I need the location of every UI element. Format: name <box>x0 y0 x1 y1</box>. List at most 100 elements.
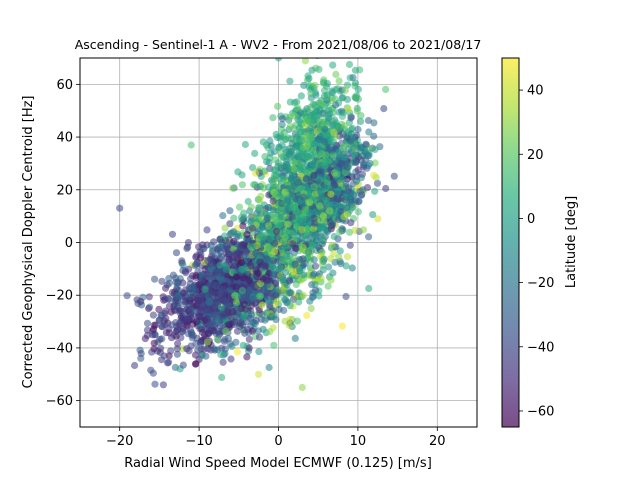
data-point <box>346 228 354 236</box>
data-point <box>279 275 287 283</box>
data-point <box>340 122 349 130</box>
data-point <box>343 95 352 104</box>
data-point <box>186 293 194 301</box>
y-tick-label: −60 <box>46 394 73 409</box>
data-point <box>143 319 152 327</box>
data-point <box>331 181 339 189</box>
data-point <box>321 138 329 146</box>
data-point <box>168 321 176 329</box>
data-point <box>232 283 240 291</box>
data-point <box>370 171 378 179</box>
data-point <box>354 85 362 93</box>
data-point <box>207 260 215 268</box>
data-point <box>218 373 226 382</box>
data-point <box>329 269 337 277</box>
data-point <box>280 163 288 171</box>
data-point <box>324 282 332 290</box>
colorbar-tick-label: 20 <box>527 148 544 163</box>
data-point <box>194 296 202 304</box>
data-point <box>345 18 352 25</box>
data-point <box>343 253 352 261</box>
data-point <box>268 313 276 321</box>
data-point <box>352 94 360 102</box>
data-point <box>332 119 340 127</box>
data-point <box>266 328 274 336</box>
data-point <box>310 256 318 264</box>
data-point <box>311 230 319 238</box>
data-point <box>351 79 359 87</box>
data-point <box>215 317 223 325</box>
data-point <box>173 350 181 358</box>
data-point <box>336 228 344 236</box>
data-point <box>290 204 298 212</box>
data-point <box>274 58 283 62</box>
data-point <box>294 153 302 161</box>
data-point <box>149 369 157 377</box>
data-point <box>229 308 237 316</box>
data-point <box>307 90 315 98</box>
data-point <box>327 190 335 198</box>
x-tick-label: −10 <box>185 434 212 449</box>
data-point <box>354 198 363 206</box>
data-point <box>269 178 277 186</box>
data-point <box>162 284 170 292</box>
data-point <box>137 349 145 358</box>
data-point <box>171 307 179 315</box>
data-point <box>341 86 349 95</box>
data-point <box>179 266 187 275</box>
data-point <box>357 147 365 155</box>
data-point <box>328 242 336 250</box>
data-point <box>212 282 220 290</box>
data-point <box>357 112 365 120</box>
data-point <box>265 363 273 372</box>
data-point <box>326 207 334 215</box>
data-point <box>374 215 382 223</box>
data-point <box>238 181 246 189</box>
data-point <box>316 202 324 210</box>
data-point <box>312 286 320 294</box>
data-point <box>207 327 215 335</box>
data-point <box>276 263 284 272</box>
data-point <box>185 284 193 292</box>
data-point <box>326 110 334 118</box>
data-point <box>330 129 338 137</box>
data-point <box>243 231 251 239</box>
data-point <box>263 255 271 263</box>
data-point <box>255 370 263 378</box>
data-point <box>272 190 280 198</box>
data-point <box>357 117 365 125</box>
data-point <box>299 149 307 157</box>
x-tick-label: 10 <box>350 434 367 449</box>
data-point <box>191 360 200 368</box>
data-points <box>116 18 398 392</box>
data-point <box>315 65 323 73</box>
data-point <box>256 258 264 266</box>
data-point <box>311 281 319 289</box>
y-tick-label: 0 <box>65 236 73 251</box>
data-point <box>220 232 229 240</box>
data-point <box>335 124 343 132</box>
data-point <box>307 134 315 142</box>
colorbar-ticks: −60 −40 −20 0 20 40 <box>519 84 554 419</box>
data-point <box>164 359 172 367</box>
data-point <box>279 175 287 183</box>
data-point <box>344 105 352 113</box>
data-point <box>134 299 142 308</box>
data-point <box>230 238 238 246</box>
data-point <box>230 214 238 222</box>
data-point <box>338 322 346 330</box>
y-tick-label: 20 <box>56 183 73 198</box>
data-point <box>340 153 348 161</box>
data-point <box>188 334 196 342</box>
data-point <box>337 260 345 268</box>
data-point <box>251 283 259 291</box>
data-point <box>308 66 316 74</box>
data-point <box>269 270 278 278</box>
data-point <box>278 246 286 254</box>
data-point <box>343 163 351 171</box>
data-point <box>311 182 320 190</box>
data-point <box>293 317 301 325</box>
data-point <box>161 307 170 315</box>
data-point <box>338 94 346 102</box>
data-point <box>263 276 272 284</box>
